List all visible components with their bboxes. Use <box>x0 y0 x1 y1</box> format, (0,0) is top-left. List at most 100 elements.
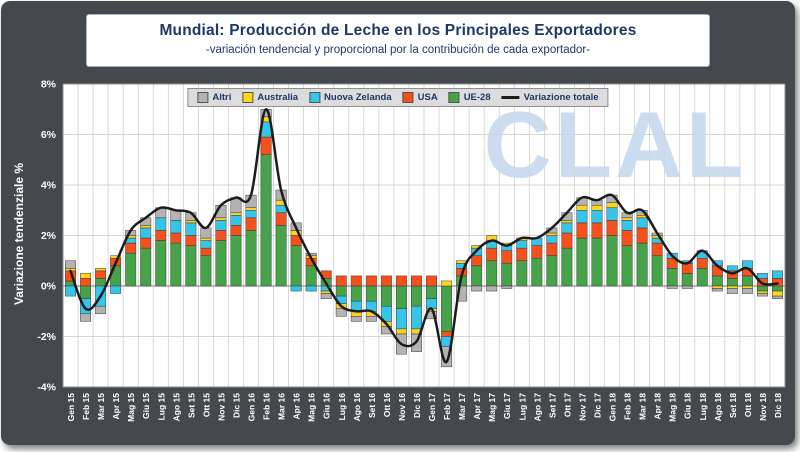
bar-segment-nuova-zelanda <box>546 235 558 244</box>
bar-segment-australia <box>230 212 242 216</box>
bar-segment-altri <box>335 308 347 317</box>
bar-segment-altri <box>95 305 107 315</box>
bar-segment-ue-28 <box>125 252 137 287</box>
x-tick-label: Giu 15 <box>141 393 151 419</box>
bar-segment-ue-28 <box>441 285 453 332</box>
bar-segment-usa <box>140 237 152 249</box>
bar-segment-usa <box>426 275 437 287</box>
legend-item-variazione-totale: Variazione totale <box>501 92 599 103</box>
bar-segment-usa <box>546 242 558 256</box>
chart-title: Mundial: Producción de Leche en los Prin… <box>159 22 637 39</box>
bar-segment-usa <box>395 275 407 287</box>
x-tick-label: Apr 15 <box>111 393 121 420</box>
bar-segment-ue-28 <box>140 247 152 287</box>
bar-segment-nuova-zelanda <box>636 217 648 229</box>
bar-segment-ue-28 <box>426 285 437 299</box>
bar-segment-usa <box>516 247 528 261</box>
bar-segment-usa <box>200 247 212 256</box>
bar-segment-ue-28 <box>290 245 302 287</box>
bar-segment-australia <box>591 204 603 211</box>
bar-segment-usa <box>215 230 227 241</box>
bar-segment-altri <box>726 288 738 294</box>
bar-segment-usa <box>576 222 588 239</box>
bar-segment-altri <box>65 260 76 269</box>
bar-segment-nuova-zelanda <box>65 285 76 297</box>
bar-segment-altri <box>471 285 483 292</box>
chart-plot: CLAL 8% 6% 4% 2% 0% -2% -4% Gen 15 Feb 15 Mar 15 Ap… <box>37 79 786 422</box>
bar-segment-ue-28 <box>155 240 167 287</box>
bar-segment-australia <box>756 290 768 294</box>
bar-segment-nuova-zelanda <box>185 222 197 236</box>
bar-segment-altri <box>456 285 468 302</box>
bar-segment-ue-28 <box>741 275 753 287</box>
bar-segment-usa <box>561 232 573 249</box>
bar-segment-australia <box>200 237 212 241</box>
bar-segment-usa <box>335 275 347 287</box>
bar-segment-altri <box>486 285 498 292</box>
bar-segment-nuova-zelanda <box>230 215 242 226</box>
bar-segment-ue-28 <box>350 285 362 302</box>
legend-item-ue-28: UE-28 <box>448 92 491 103</box>
bar-segment-ue-28 <box>486 260 498 287</box>
bar-segment-altri <box>501 285 513 289</box>
bar-segment-nuova-zelanda <box>170 220 182 234</box>
bar-segment-nuova-zelanda <box>772 270 783 279</box>
x-tick-label: Gen 17 <box>427 393 437 422</box>
x-tick-label: Mar 16 <box>277 393 287 420</box>
x-tick-label: Ago 15 <box>171 393 181 422</box>
bar-segment-altri <box>681 285 693 289</box>
bar-segment-ue-28 <box>411 285 422 307</box>
bar-segment-usa <box>486 247 498 261</box>
x-tick-label: Ott 17 <box>562 393 572 417</box>
bar-segment-nuova-zelanda <box>426 298 437 309</box>
legend-label: USA <box>417 92 438 103</box>
bar-segment-usa <box>531 245 543 259</box>
bar-segment-ue-28 <box>170 242 182 287</box>
bar-segment-ue-28 <box>591 237 603 287</box>
bar-segment-usa <box>501 250 513 264</box>
bar-segment-usa <box>471 255 483 267</box>
chart-legend: Altri Australia Nuova Zelanda USA UE-28 Varia… <box>187 88 609 107</box>
x-tick-label: Feb 15 <box>81 393 91 420</box>
bar-segment-usa <box>441 331 453 337</box>
x-tick-label: Ago 16 <box>352 393 362 422</box>
bar-segment-altri <box>350 316 362 322</box>
chart-card: CLAL 8% 6% 4% 2% 0% -2% -4% Gen 15 Feb 15 Mar 15 Ap… <box>1 1 795 445</box>
x-tick-label: Ago 17 <box>532 393 542 422</box>
clal-watermark: CLAL <box>484 92 747 197</box>
x-tick-label: Mag 15 <box>126 393 136 422</box>
bar-segment-ue-28 <box>380 285 392 307</box>
legend-line-icon <box>501 96 520 99</box>
x-tick-label: Gen 16 <box>247 393 257 422</box>
y-axis-title: Variazione tendenziale % <box>12 162 26 306</box>
bar-segment-usa <box>350 275 362 287</box>
bar-segment-ue-28 <box>275 225 287 287</box>
legend-swatch-icon <box>197 92 209 103</box>
bar-segment-usa <box>95 270 107 279</box>
bar-segment-ue-28 <box>636 242 648 287</box>
legend-item-nuova-zelanda: Nuova Zelanda <box>309 92 392 103</box>
bar-segment-ue-28 <box>726 278 738 287</box>
bar-segment-nuova-zelanda <box>606 207 618 221</box>
x-tick-label: Nov 17 <box>577 393 587 421</box>
bar-segment-usa <box>681 263 693 274</box>
x-tick-label: Lug 15 <box>156 393 166 421</box>
bar-segment-ue-28 <box>260 154 272 287</box>
x-tick-label: Feb 18 <box>623 393 633 420</box>
bar-segment-ue-28 <box>245 230 257 287</box>
bar-segment-australia <box>185 220 197 224</box>
bar-segment-altri <box>666 285 678 289</box>
x-tick-label: Apr 16 <box>292 393 302 420</box>
bar-segment-ue-28 <box>651 255 663 287</box>
legend-item-usa: USA <box>402 92 438 103</box>
bar-segment-australia <box>110 255 122 259</box>
bar-segment-usa <box>155 230 167 241</box>
x-tick-label: Set 16 <box>367 393 377 418</box>
legend-label: Variazione totale <box>523 92 599 103</box>
bar-segment-altri <box>756 293 768 297</box>
bar-segment-altri <box>711 288 723 292</box>
legend-swatch-icon <box>402 92 414 103</box>
bar-segment-australia <box>546 232 558 236</box>
bar-segment-ue-28 <box>395 285 407 309</box>
bar-segment-usa <box>591 222 603 239</box>
